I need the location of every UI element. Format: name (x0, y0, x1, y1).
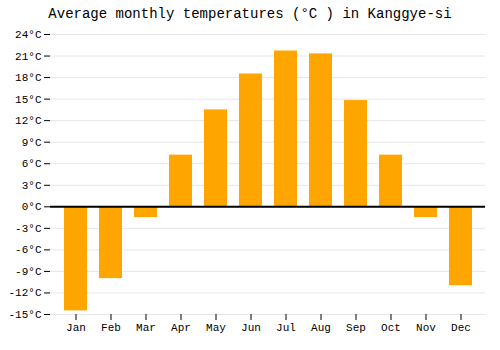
svg-text:Jun: Jun (241, 322, 261, 334)
svg-text:15°C: 15°C (15, 94, 42, 106)
svg-text:9°C: 9°C (22, 137, 42, 149)
svg-text:Apr: Apr (171, 322, 191, 334)
svg-text:Nov: Nov (416, 322, 436, 334)
svg-text:Oct: Oct (381, 322, 401, 334)
svg-text:-15°C: -15°C (8, 309, 41, 321)
svg-text:Feb: Feb (101, 322, 121, 334)
svg-text:0°C: 0°C (22, 201, 42, 213)
svg-text:24°C: 24°C (15, 29, 42, 41)
svg-text:3°C: 3°C (22, 180, 42, 192)
svg-text:-9°C: -9°C (15, 266, 42, 278)
svg-text:18°C: 18°C (15, 72, 42, 84)
svg-text:Aug: Aug (311, 322, 331, 334)
svg-text:12°C: 12°C (15, 115, 42, 127)
svg-text:Jul: Jul (276, 322, 296, 334)
svg-text:May: May (206, 322, 226, 334)
svg-text:21°C: 21°C (15, 51, 42, 63)
svg-text:6°C: 6°C (22, 158, 42, 170)
svg-text:Sep: Sep (346, 322, 366, 334)
svg-text:Jan: Jan (66, 322, 86, 334)
svg-text:-3°C: -3°C (15, 223, 42, 235)
svg-text:-6°C: -6°C (15, 244, 42, 256)
html-text:Average monthly temperatures (: Average monthly temperatures (°C ) in Ka… (48, 6, 452, 22)
svg-text:Mar: Mar (136, 322, 156, 334)
svg-text:-12°C: -12°C (8, 287, 41, 299)
svg-text:Dec: Dec (451, 322, 471, 334)
